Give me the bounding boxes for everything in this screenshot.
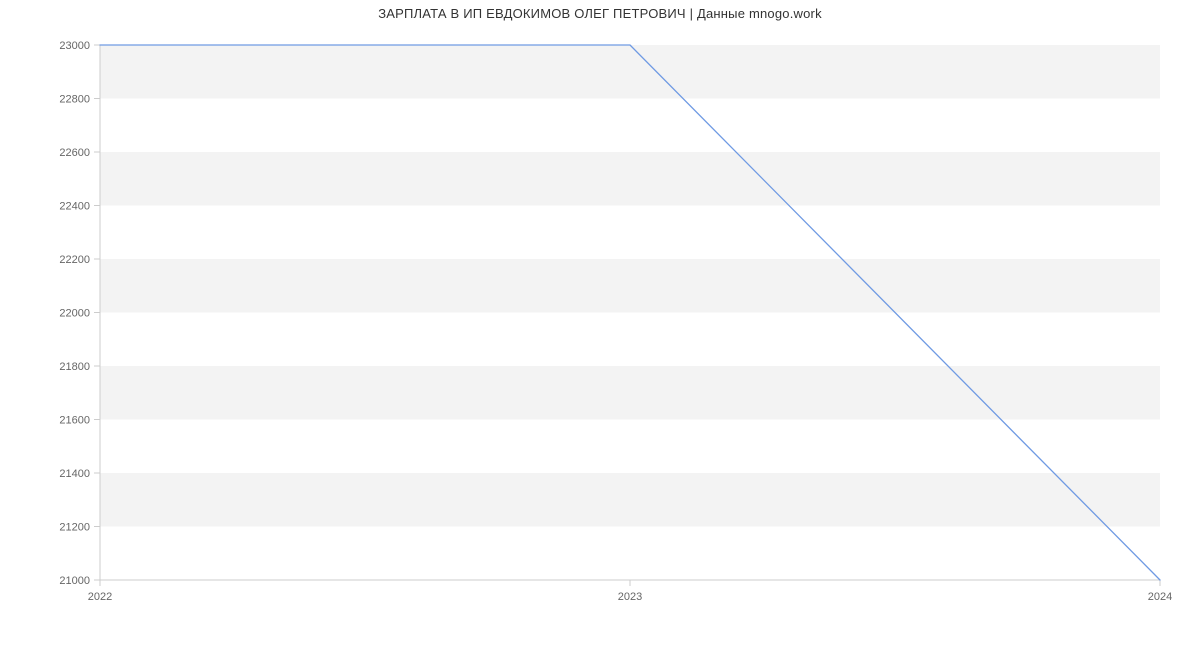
svg-text:22400: 22400 bbox=[59, 201, 90, 213]
svg-text:21400: 21400 bbox=[59, 468, 90, 480]
svg-text:22600: 22600 bbox=[59, 147, 90, 159]
svg-text:2022: 2022 bbox=[88, 591, 112, 603]
svg-text:21600: 21600 bbox=[59, 415, 90, 427]
svg-text:22200: 22200 bbox=[59, 254, 90, 266]
svg-text:21800: 21800 bbox=[59, 361, 90, 373]
svg-text:21200: 21200 bbox=[59, 522, 90, 534]
chart-container: ЗАРПЛАТА В ИП ЕВДОКИМОВ ОЛЕГ ПЕТРОВИЧ | … bbox=[0, 0, 1200, 650]
line-chart: 21000 21200 21400 21600 21800 22000 22200 22400… bbox=[0, 0, 1200, 650]
svg-text:21000: 21000 bbox=[59, 575, 90, 587]
svg-text:22000: 22000 bbox=[59, 308, 90, 320]
svg-text:23000: 23000 bbox=[59, 40, 90, 52]
svg-text:22800: 22800 bbox=[59, 94, 90, 106]
svg-text:2024: 2024 bbox=[1148, 591, 1172, 603]
svg-text:2023: 2023 bbox=[618, 591, 642, 603]
